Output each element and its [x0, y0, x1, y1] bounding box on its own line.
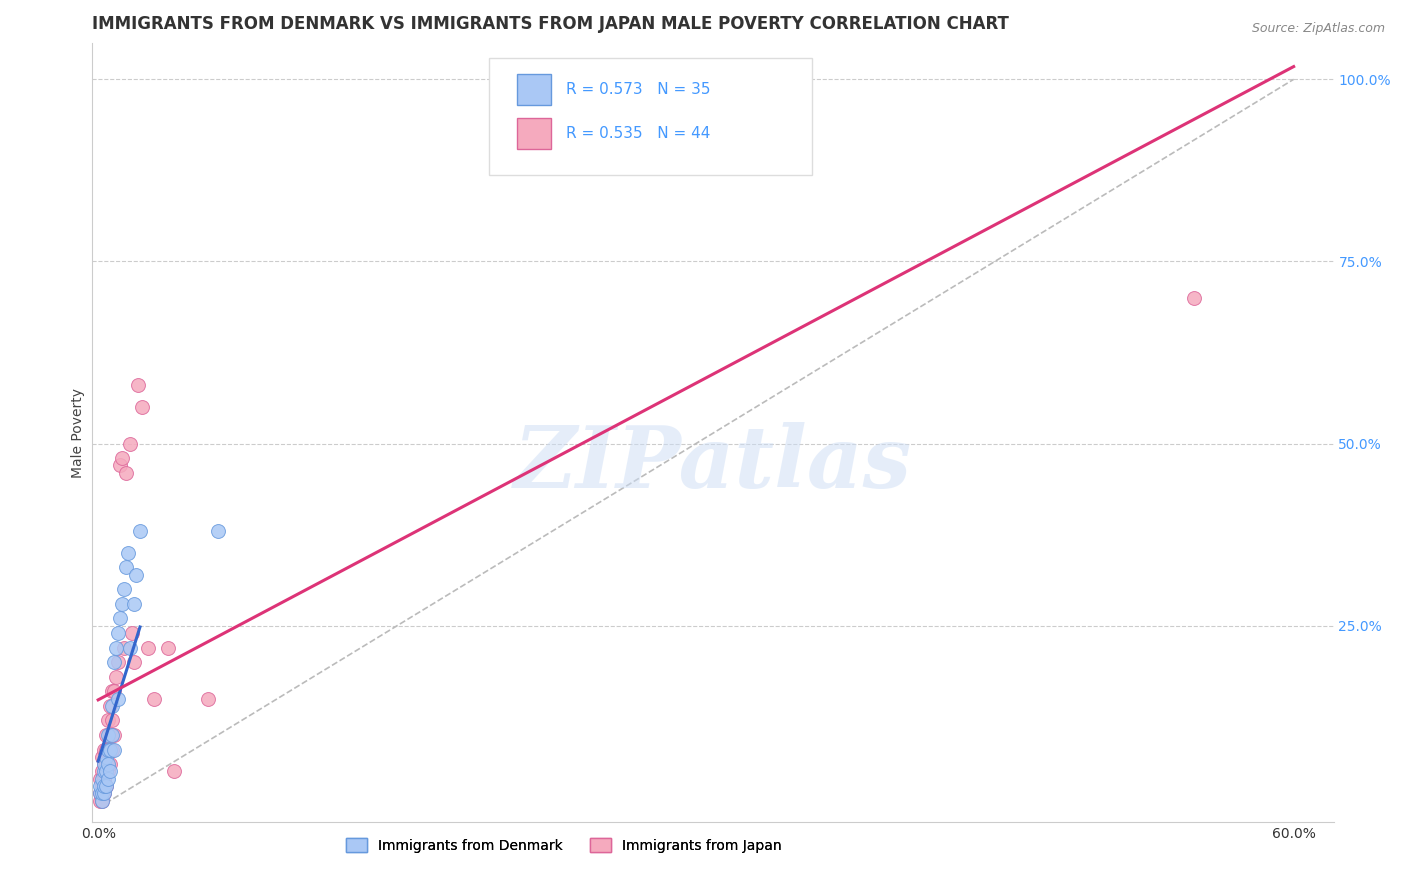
- Point: [91, 764, 114, 779]
- Point: [89, 772, 111, 786]
- Point: [97, 728, 120, 742]
- Text: R = 0.573   N = 35: R = 0.573 N = 35: [567, 82, 711, 96]
- Point: [108, 458, 131, 473]
- Y-axis label: Male Poverty: Male Poverty: [72, 388, 86, 478]
- Point: [103, 728, 125, 742]
- Point: [107, 626, 129, 640]
- Point: [121, 626, 143, 640]
- Point: [93, 742, 115, 756]
- Point: [163, 764, 186, 779]
- Point: [112, 640, 135, 655]
- Point: [127, 378, 149, 392]
- Point: [91, 779, 114, 793]
- Point: [93, 772, 115, 786]
- Point: [112, 582, 135, 597]
- Point: [115, 466, 138, 480]
- Point: [101, 728, 124, 742]
- Point: [115, 560, 138, 574]
- Point: [98, 742, 121, 756]
- Point: [93, 786, 115, 800]
- Point: [98, 764, 121, 779]
- Point: [156, 640, 179, 655]
- Point: [103, 655, 125, 669]
- Point: [117, 546, 139, 560]
- Point: [103, 742, 125, 756]
- Point: [93, 764, 115, 779]
- Point: [118, 436, 141, 450]
- Point: [97, 772, 120, 786]
- Point: [101, 684, 124, 698]
- Point: [89, 794, 111, 808]
- FancyBboxPatch shape: [489, 59, 813, 176]
- Point: [94, 779, 117, 793]
- Text: Source: ZipAtlas.com: Source: ZipAtlas.com: [1251, 22, 1385, 36]
- Point: [105, 670, 128, 684]
- Point: [1182, 291, 1205, 305]
- Point: [101, 714, 124, 728]
- Point: [101, 742, 124, 756]
- Point: [98, 728, 121, 742]
- Text: R = 0.535   N = 44: R = 0.535 N = 44: [567, 127, 711, 141]
- Point: [93, 757, 115, 772]
- Point: [89, 786, 111, 800]
- Point: [98, 698, 121, 713]
- Point: [97, 742, 120, 756]
- Point: [111, 451, 134, 466]
- Point: [685, 94, 707, 108]
- Point: [97, 757, 120, 772]
- Point: [94, 728, 117, 742]
- Point: [142, 691, 165, 706]
- Point: [103, 684, 125, 698]
- Point: [108, 611, 131, 625]
- Point: [136, 640, 159, 655]
- Point: [93, 757, 115, 772]
- Point: [131, 400, 153, 414]
- Point: [105, 640, 128, 655]
- Point: [122, 597, 145, 611]
- Point: [94, 742, 117, 756]
- Point: [97, 764, 120, 779]
- Point: [91, 772, 114, 786]
- Point: [97, 742, 120, 756]
- Point: [94, 779, 117, 793]
- Point: [93, 779, 115, 793]
- Point: [94, 757, 117, 772]
- FancyBboxPatch shape: [517, 74, 551, 104]
- Point: [125, 567, 148, 582]
- FancyBboxPatch shape: [517, 119, 551, 149]
- Point: [118, 640, 141, 655]
- Point: [91, 794, 114, 808]
- Text: IMMIGRANTS FROM DENMARK VS IMMIGRANTS FROM JAPAN MALE POVERTY CORRELATION CHART: IMMIGRANTS FROM DENMARK VS IMMIGRANTS FR…: [93, 15, 1010, 33]
- Point: [94, 764, 117, 779]
- Point: [91, 786, 114, 800]
- Point: [89, 779, 111, 793]
- Point: [129, 524, 152, 538]
- Point: [111, 597, 134, 611]
- Point: [107, 691, 129, 706]
- Point: [101, 698, 124, 713]
- Point: [122, 655, 145, 669]
- Point: [91, 794, 114, 808]
- Point: [97, 714, 120, 728]
- Point: [207, 524, 229, 538]
- Point: [89, 786, 111, 800]
- Point: [93, 786, 115, 800]
- Point: [91, 750, 114, 764]
- Point: [98, 757, 121, 772]
- Legend: Immigrants from Denmark, Immigrants from Japan: Immigrants from Denmark, Immigrants from…: [340, 832, 787, 858]
- Point: [197, 691, 219, 706]
- Point: [94, 750, 117, 764]
- Point: [107, 655, 129, 669]
- Text: ZIPatlas: ZIPatlas: [513, 422, 912, 506]
